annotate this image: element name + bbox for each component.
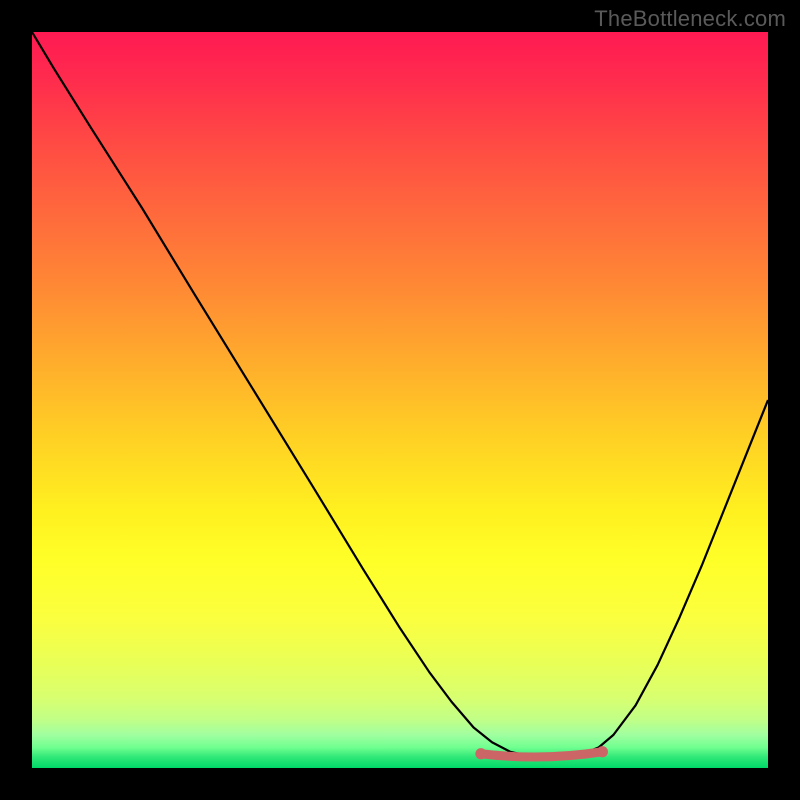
curve-layer	[32, 32, 768, 768]
bottleneck-curve	[32, 32, 768, 758]
optimal-range-band	[481, 752, 602, 757]
watermark-text: TheBottleneck.com	[594, 6, 786, 32]
optimal-range-end-cap	[597, 746, 608, 757]
chart-plot-area	[32, 32, 768, 768]
optimal-range-start-cap	[475, 748, 486, 759]
